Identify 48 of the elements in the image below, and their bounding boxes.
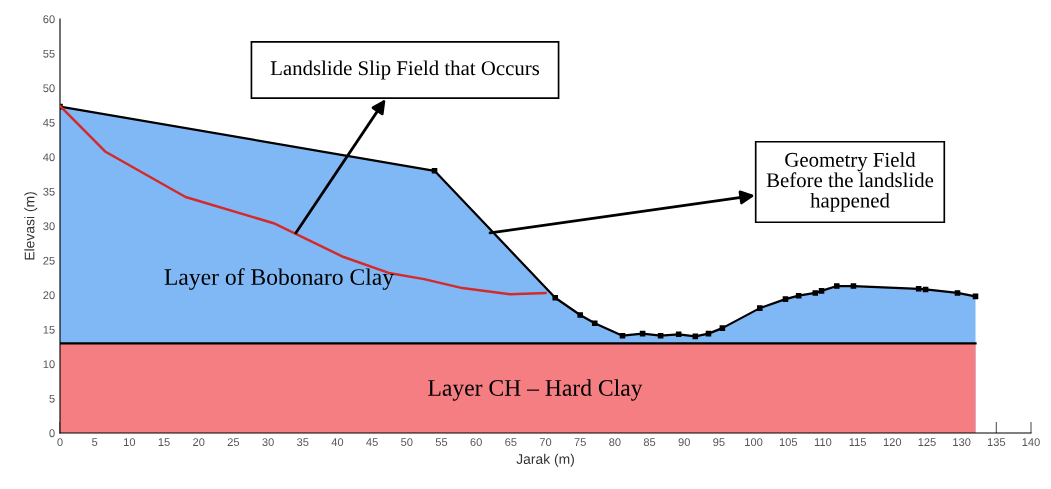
annotation: Layer of Bobonaro Clay [164,268,394,290]
x-tick-label: 105 [779,438,798,447]
y-tick-label: 60 [43,15,55,24]
x-tick-label: 55 [435,438,448,447]
y-tick-label: 35 [43,187,55,196]
x-tick-label: 50 [401,438,413,447]
x-tick-label: 80 [609,438,621,447]
x-tick-label: 135 [987,438,1006,447]
y-tick-label: 30 [43,222,55,231]
y-tick-label: 10 [43,360,55,369]
y-tick-label: 25 [43,256,55,265]
annotation: Landslide Slip Field that Occurs [270,60,540,80]
y-tick-label: 45 [43,118,55,127]
y-tick-label: 55 [43,49,55,58]
x-tick-label: 130 [953,438,971,447]
x-tick-label: 65 [505,438,517,447]
x-tick-label: 125 [918,438,936,447]
x-tick-label: 70 [539,438,552,447]
x-tick-label: 85 [643,438,656,447]
x-tick-label: 95 [713,438,725,447]
x-tick-label: 90 [678,438,690,447]
y-tick-label: 20 [43,291,55,300]
x-tick-label: 45 [366,438,378,447]
x-tick-label: 10 [124,438,136,447]
x-tick-label: 40 [331,438,344,447]
x-tick-label: 60 [470,438,482,447]
x-tick-label: 140 [1022,438,1040,447]
x-tick-label: 0 [57,438,63,447]
x-tick-label: 110 [814,438,832,447]
y-axis-title: Elevasi (m) [24,192,38,260]
x-tick-label: 30 [262,438,274,447]
x-tick-label: 15 [158,438,170,447]
y-tick-label: 15 [43,325,55,334]
x-tick-label: 100 [745,438,763,447]
x-tick-label: 5 [92,438,98,447]
annotation: Geometry Field Before the landslide happened [766,152,934,212]
x-tick-label: 120 [883,438,902,447]
x-axis-title: Jarak (m) [516,453,574,467]
x-tick-label: 20 [193,438,205,447]
x-tick-label: 115 [849,438,866,447]
x-tick-label: 25 [227,438,240,447]
x-tick-label: 35 [296,438,309,447]
annotation: Layer CH – Hard Clay [428,379,643,401]
y-tick-label: 0 [49,429,55,438]
y-tick-label: 5 [49,394,55,403]
y-tick-label: 50 [43,84,55,93]
y-tick-label: 40 [43,153,55,162]
x-tick-label: 75 [574,438,586,447]
